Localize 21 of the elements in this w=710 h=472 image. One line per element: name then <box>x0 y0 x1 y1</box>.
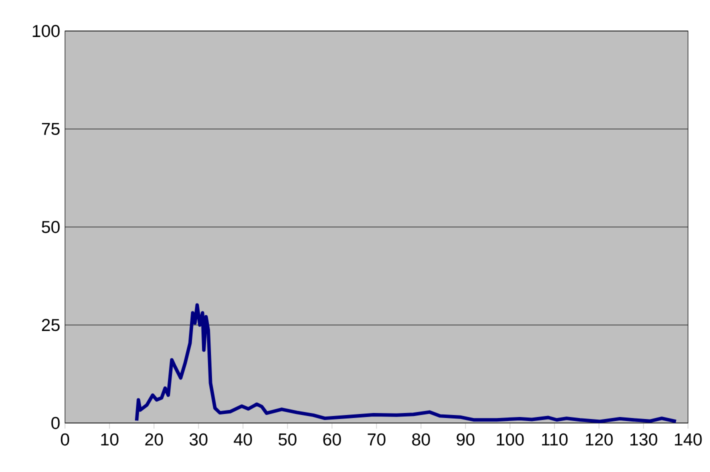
x-tick-label: 120 <box>586 433 613 446</box>
y-tick-label: 0 <box>51 416 60 430</box>
x-tick-label: 20 <box>145 433 163 446</box>
y-tick-label: 25 <box>42 318 60 332</box>
x-tick-label: 90 <box>456 433 474 446</box>
x-tick-label: 80 <box>412 433 430 446</box>
x-tick-label: 0 <box>60 433 70 446</box>
x-tick-label: 10 <box>101 433 118 446</box>
x-tick-label: 60 <box>323 433 341 446</box>
x-tick-label: 50 <box>278 433 296 446</box>
x-tick-label: 30 <box>190 433 208 446</box>
x-tick-label: 70 <box>368 433 386 446</box>
y-tick-label: 50 <box>42 220 60 234</box>
x-tick-label: 140 <box>674 433 702 446</box>
x-tick-label: 110 <box>542 433 568 446</box>
y-tick-label: 100 <box>32 24 60 38</box>
y-tick-label: 75 <box>42 122 60 136</box>
line-series <box>134 303 678 423</box>
x-tick-label: 40 <box>234 433 252 446</box>
x-tick-label: 100 <box>496 433 524 446</box>
x-tick-label: 130 <box>630 433 658 446</box>
